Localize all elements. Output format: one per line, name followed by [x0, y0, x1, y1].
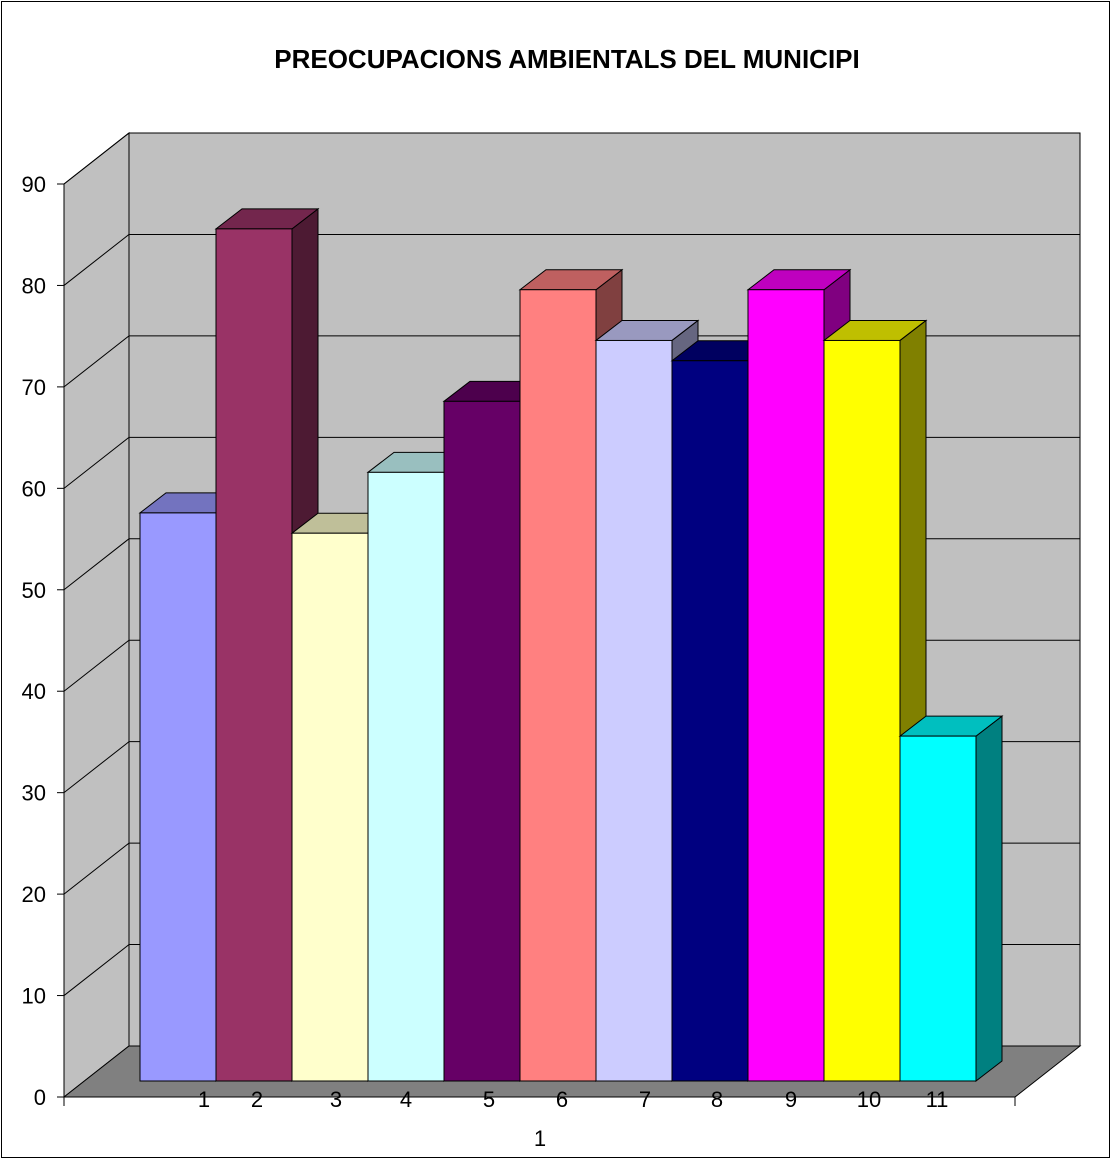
- bar-front: [823, 339, 901, 1082]
- bar-front: [747, 289, 825, 1082]
- y-tick-label: 0: [34, 1085, 46, 1110]
- y-tick-label: 40: [22, 679, 46, 704]
- y-tick-label: 10: [22, 984, 46, 1009]
- y-tick-label: 90: [22, 172, 46, 197]
- gridline-side: [63, 132, 130, 185]
- y-tick-label: 30: [22, 781, 46, 806]
- x-tick-label: 8: [711, 1087, 723, 1112]
- x-tick-label: 5: [483, 1087, 495, 1112]
- bars: [138, 207, 1004, 1083]
- x-tick-label: 7: [639, 1087, 651, 1112]
- x-tick-label: 1: [198, 1087, 210, 1112]
- x-tick-label: 6: [556, 1087, 568, 1112]
- y-tick-labels: 0 10 20 30 40 50 60 70 80 90: [22, 172, 46, 1110]
- chart-title: PREOCUPACIONS AMBIENTALS DEL MUNICIPI: [274, 44, 860, 74]
- gridline-side: [63, 234, 130, 286]
- y-tick-label: 50: [22, 578, 46, 603]
- y-tick-label: 80: [22, 273, 46, 298]
- gridline-side: [63, 842, 130, 895]
- x-tick-label: 10: [857, 1087, 881, 1112]
- bar-side: [975, 715, 1003, 1083]
- gridline-side: [63, 436, 130, 489]
- bar-11: [898, 715, 1004, 1083]
- bar-front: [595, 339, 673, 1082]
- x-tick-labels: 1 2 3 4 5 6 7 8 9 10 11: [198, 1087, 949, 1112]
- bar-front: [671, 360, 749, 1082]
- x-tick-label: 4: [400, 1087, 412, 1112]
- bar-front: [443, 400, 521, 1082]
- gridline-side: [63, 944, 130, 996]
- bar-4: [366, 451, 472, 1083]
- gridline-side: [63, 335, 130, 388]
- gridline-side: [63, 639, 130, 692]
- y-tick-label: 60: [22, 476, 46, 501]
- bar-front: [367, 471, 445, 1082]
- x-tick-label: 3: [330, 1087, 342, 1112]
- gridline-side: [63, 741, 130, 794]
- x-tick-label: 11: [926, 1087, 949, 1112]
- y-tick-label: 20: [22, 882, 46, 907]
- x-axis-title: 1: [534, 1126, 546, 1151]
- bar-front: [899, 735, 977, 1082]
- y-tick-label: 70: [22, 375, 46, 400]
- x-tick-label: 9: [785, 1087, 797, 1112]
- x-tick-label: 2: [251, 1087, 263, 1112]
- axes: [57, 183, 1016, 1106]
- bar-front: [291, 532, 369, 1082]
- bar-front: [139, 512, 217, 1082]
- bar-front: [215, 228, 293, 1082]
- bar-front: [519, 289, 597, 1082]
- gridline-side: [63, 538, 130, 591]
